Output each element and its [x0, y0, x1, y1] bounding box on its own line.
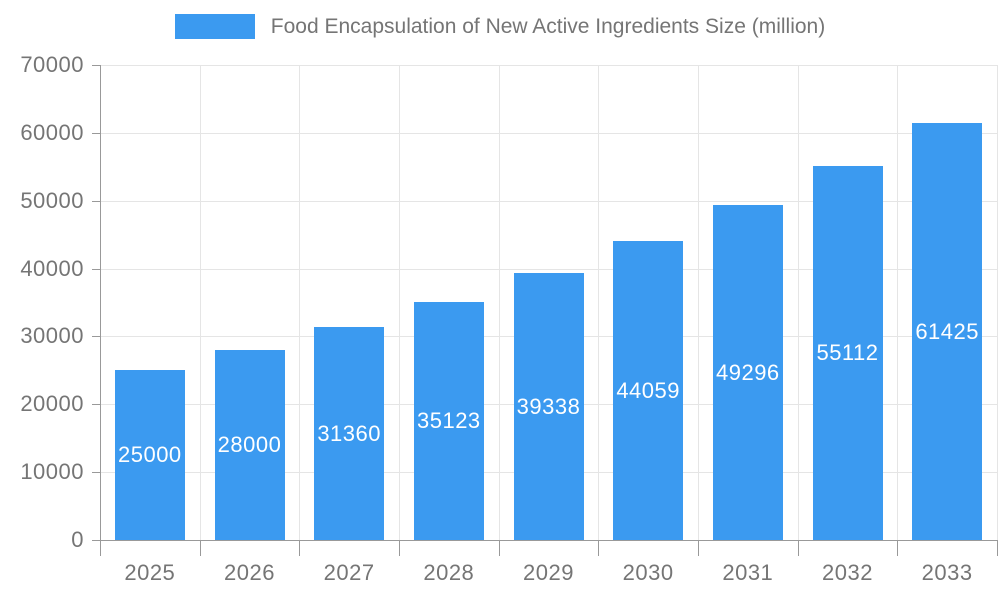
- y-grid-line: [100, 268, 997, 270]
- x-axis-tick: [997, 540, 998, 556]
- y-axis-tick: [92, 540, 100, 541]
- bar-value-label: 55112: [816, 340, 879, 365]
- bar[interactable]: [912, 123, 983, 540]
- x-grid-line: [797, 65, 799, 540]
- bar-value-label: 49296: [715, 359, 780, 385]
- x-tick-label: 2033: [921, 560, 973, 585]
- y-axis-tick: [92, 472, 100, 474]
- x-axis-tick: [399, 540, 400, 556]
- y-axis-tick: [92, 268, 100, 270]
- x-grid-line: [498, 65, 500, 540]
- bar[interactable]: [613, 241, 684, 540]
- legend-swatch-icon: [174, 14, 255, 39]
- y-axis-line: [100, 65, 101, 556]
- x-axis-line: [100, 540, 997, 541]
- y-tick-label: 30000: [20, 323, 84, 349]
- y-axis-tick: [92, 336, 100, 338]
- bar[interactable]: [712, 205, 783, 540]
- bar[interactable]: [114, 370, 185, 540]
- x-axis-tick: [698, 540, 699, 556]
- x-tick-label: 2028: [423, 560, 475, 585]
- y-grid-line: [100, 132, 997, 134]
- x-axis-tick: [199, 540, 201, 556]
- x-axis-tick: [897, 540, 899, 556]
- y-tick-label: 50000: [20, 187, 84, 213]
- y-tick-label: 60000: [20, 119, 84, 145]
- x-tick-label: 2032: [822, 560, 873, 585]
- bar-value-label: 25000: [117, 442, 182, 468]
- y-axis-tick: [92, 65, 100, 66]
- y-tick-label: 20000: [20, 391, 84, 417]
- x-tick-label: 2030: [622, 560, 674, 585]
- x-axis-tick: [299, 540, 301, 556]
- bar[interactable]: [513, 273, 584, 540]
- y-axis-tick: [92, 132, 100, 134]
- x-tick-label: 2027: [323, 560, 375, 585]
- legend-item[interactable]: Food Encapsulation of New Active Ingredi…: [0, 14, 1000, 39]
- bar[interactable]: [314, 327, 385, 540]
- bar[interactable]: [413, 301, 484, 540]
- bar-value-label: 61425: [915, 318, 979, 344]
- y-tick-label: 0: [71, 527, 84, 552]
- x-grid-line: [897, 65, 899, 540]
- x-tick-label: 2026: [224, 560, 275, 585]
- bar-value-label: 28000: [217, 432, 282, 457]
- bar-value-label: 44059: [616, 377, 680, 403]
- y-tick-label: 70000: [20, 52, 84, 77]
- x-tick-label: 2025: [124, 560, 176, 585]
- x-grid-line: [997, 65, 998, 540]
- x-grid-line: [698, 65, 699, 540]
- bar[interactable]: [214, 350, 285, 540]
- bar-value-label: 39338: [516, 393, 581, 419]
- bar-value-label: 31360: [317, 420, 381, 446]
- y-tick-label: 10000: [20, 459, 84, 485]
- y-grid-line: [100, 65, 997, 66]
- y-tick-label: 40000: [20, 255, 84, 281]
- y-axis-tick: [92, 200, 100, 202]
- x-axis-tick: [498, 540, 500, 556]
- x-axis-tick: [598, 540, 600, 556]
- x-grid-line: [598, 65, 600, 540]
- x-grid-line: [199, 65, 201, 540]
- y-axis-tick: [92, 404, 100, 406]
- x-axis-tick: [797, 540, 799, 556]
- legend-label: Food Encapsulation of New Active Ingredi…: [270, 14, 826, 38]
- x-tick-label: 2029: [523, 560, 574, 585]
- x-tick-label: 2031: [722, 560, 774, 585]
- bar[interactable]: [812, 166, 883, 540]
- x-grid-line: [299, 65, 301, 540]
- y-grid-line: [100, 200, 997, 202]
- x-grid-line: [399, 65, 400, 540]
- bar-value-label: 35123: [416, 407, 481, 433]
